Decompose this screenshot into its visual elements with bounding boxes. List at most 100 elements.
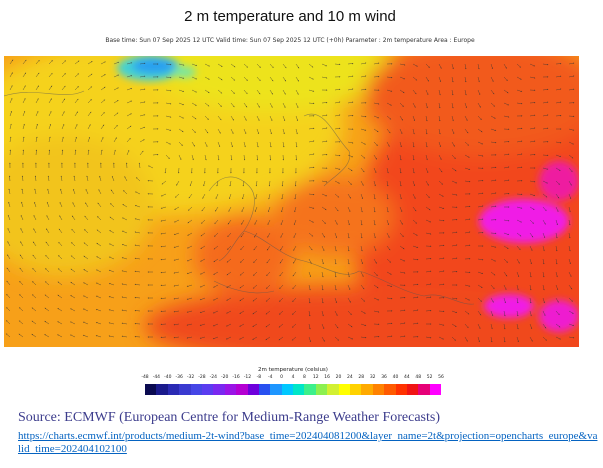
wind-arrow	[178, 76, 185, 79]
wind-arrow	[542, 63, 549, 66]
wind-arrow	[160, 297, 167, 300]
wind-arrow	[555, 167, 561, 171]
source-link[interactable]: https://charts.ecmwf.int/products/medium…	[18, 430, 598, 455]
wind-arrow	[87, 86, 93, 91]
wind-arrow	[293, 232, 297, 238]
wind-arrow	[35, 98, 39, 104]
wind-arrow	[347, 284, 351, 291]
color-swatch	[213, 384, 225, 395]
temperature-map	[4, 56, 579, 347]
wind-arrow	[95, 308, 102, 312]
wind-arrow	[516, 140, 523, 143]
wind-arrow	[334, 232, 338, 239]
wind-arrow	[255, 193, 258, 200]
wind-arrow	[242, 193, 245, 200]
wind-arrow	[60, 175, 63, 182]
wind-arrow	[542, 297, 545, 304]
wind-arrow	[213, 284, 219, 288]
wind-arrow	[464, 63, 467, 70]
wind-arrow	[438, 206, 445, 209]
wind-arrow	[373, 180, 376, 187]
wind-arrow	[242, 180, 245, 187]
chart-title: 2 m temperature and 10 m wind	[184, 8, 396, 25]
wind-arrow	[568, 154, 574, 159]
wind-arrow	[464, 115, 468, 121]
wind-arrow	[226, 271, 232, 276]
wind-arrow	[165, 89, 172, 92]
legend-tick-label: -28	[198, 375, 206, 380]
wind-arrow	[121, 335, 128, 338]
wind-arrow	[256, 141, 259, 148]
wind-arrow	[292, 310, 297, 315]
wind-arrow	[19, 294, 24, 299]
wind-arrow	[373, 154, 377, 160]
wind-arrow	[165, 154, 170, 160]
wind-arrow	[490, 271, 496, 276]
wind-arrow	[477, 258, 484, 261]
wind-arrow	[386, 284, 393, 287]
wind-arrow	[542, 127, 549, 130]
wind-arrow	[477, 323, 481, 329]
wind-arrow	[152, 153, 159, 156]
wind-arrow	[230, 63, 236, 68]
wind-arrow	[32, 267, 37, 273]
wind-arrow	[516, 258, 520, 264]
wind-arrow	[308, 206, 315, 209]
color-swatch	[338, 384, 351, 395]
wind-arrow	[568, 88, 575, 91]
wind-arrow	[58, 241, 63, 247]
wind-arrow	[226, 323, 232, 327]
wind-arrow	[321, 284, 324, 291]
wind-arrow	[347, 219, 350, 226]
wind-arrow	[48, 60, 53, 65]
wind-arrow	[85, 188, 89, 195]
wind-arrow	[22, 85, 26, 91]
wind-arrow	[386, 245, 391, 251]
wind-arrow	[555, 232, 558, 239]
color-swatch	[190, 384, 202, 395]
wind-arrow	[113, 87, 119, 91]
wind-arrow	[96, 242, 102, 247]
wind-arrow	[174, 193, 180, 198]
wind-arrow	[174, 206, 180, 210]
legend-tick-label: -8	[256, 375, 262, 380]
wind-arrow	[48, 72, 53, 78]
wind-arrow	[529, 284, 532, 291]
wind-arrow	[48, 149, 51, 156]
wind-arrow	[178, 115, 184, 119]
wind-arrow	[360, 141, 366, 145]
wind-arrow	[529, 114, 536, 117]
wind-arrow	[360, 219, 363, 226]
wind-arrow	[568, 323, 575, 327]
wind-arrow	[173, 245, 180, 248]
wind-arrow	[139, 139, 145, 143]
wind-arrow	[477, 154, 484, 157]
wind-arrow	[516, 271, 520, 278]
wind-arrow	[199, 297, 206, 301]
wind-arrow	[321, 127, 328, 130]
wind-arrow	[243, 141, 246, 148]
wind-arrow	[96, 256, 102, 260]
wind-arrow	[187, 219, 193, 224]
wind-arrow	[243, 63, 249, 68]
wind-arrow	[100, 74, 106, 78]
wind-arrow	[399, 89, 405, 94]
wind-arrow	[173, 297, 180, 300]
wind-arrow	[121, 230, 128, 234]
wind-arrow	[529, 297, 532, 304]
wind-arrow	[254, 232, 258, 238]
wind-arrow	[252, 310, 258, 315]
legend-tick-label: 0	[280, 375, 284, 380]
wind-arrow	[138, 162, 141, 169]
wind-arrow	[334, 114, 341, 117]
wind-arrow	[124, 176, 128, 182]
wind-arrow	[269, 128, 272, 135]
wind-arrow	[121, 322, 128, 325]
wind-arrow	[239, 336, 245, 340]
temperature-color-scale	[145, 384, 442, 395]
wind-arrow	[503, 271, 508, 277]
wind-arrow	[45, 268, 50, 273]
wind-arrow	[256, 76, 261, 82]
wind-arrow	[20, 241, 24, 247]
wind-arrow	[386, 141, 390, 147]
